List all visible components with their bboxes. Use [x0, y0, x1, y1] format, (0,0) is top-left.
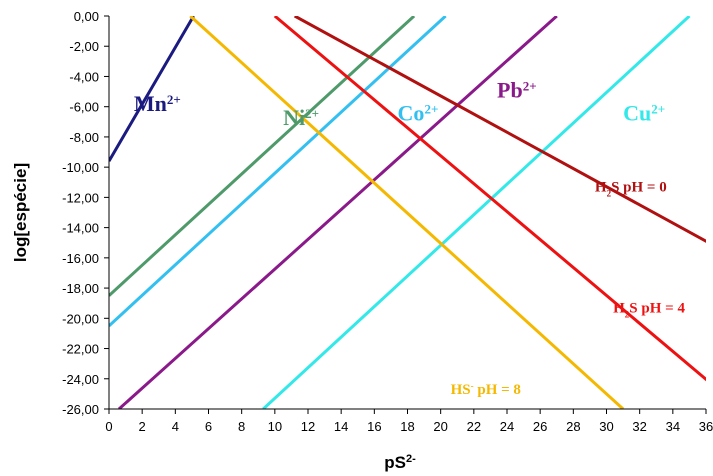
- y-tick-label: -18,00: [62, 281, 99, 296]
- y-tick-label: -14,00: [62, 221, 99, 236]
- series-label-3: Pb2+: [497, 78, 537, 103]
- plot-lines: [109, 16, 706, 409]
- y-tick-label: -12,00: [62, 190, 99, 205]
- x-tick-label: 4: [172, 419, 179, 434]
- x-tick-label: 8: [238, 419, 245, 434]
- x-tick-label: 28: [566, 419, 580, 434]
- series-label-7: HS- pH = 8: [451, 381, 521, 398]
- y-tick-label: -24,00: [62, 372, 99, 387]
- x-tick-label: 34: [666, 419, 680, 434]
- x-axis-title-sup: 2-: [406, 453, 416, 465]
- series-line-7: [189, 16, 625, 409]
- y-tick-label: -4,00: [69, 69, 99, 84]
- x-axis-title: pS2-: [384, 453, 416, 472]
- y-tick-label: -26,00: [62, 402, 99, 417]
- series-line-2: [109, 16, 447, 328]
- x-tick-label: 12: [301, 419, 315, 434]
- y-tick-label: -22,00: [62, 342, 99, 357]
- x-tick-label: 10: [268, 419, 282, 434]
- y-tick-label: -2,00: [69, 39, 99, 54]
- y-tick-label: -10,00: [62, 160, 99, 175]
- series-labels: Mn2+ Ni2+ Co2+ Pb2+ Cu2+ H2S pH = 0 H2S pH = 4…: [134, 78, 686, 398]
- x-tick-labels: 0 2 4 6 8 10 12 14 16 18 20 22 24 26 28 30 32 34 36: [105, 419, 713, 434]
- y-tick-labels: 0,00 -2,00 -4,00 -6,00 -8,00 -10,00 -12,00 -14,…: [62, 9, 99, 417]
- x-tick-label: 20: [433, 419, 447, 434]
- x-tick-label: 6: [205, 419, 212, 434]
- series-label-2: Co2+: [398, 100, 439, 125]
- series-line-0: [109, 16, 195, 162]
- x-tick-label: 24: [500, 419, 514, 434]
- series-line-5: [293, 16, 706, 243]
- y-tick-label: -6,00: [69, 100, 99, 115]
- y-tick-label: -8,00: [69, 130, 99, 145]
- axes: [104, 15, 707, 414]
- x-tick-label: 26: [533, 419, 547, 434]
- series-line-6: [273, 16, 706, 382]
- y-axis-title: log[espécie]: [11, 163, 30, 262]
- series-label-6: H2S pH = 4: [613, 300, 685, 319]
- series-line-1: [109, 16, 416, 297]
- x-tick-label: 18: [400, 419, 414, 434]
- y-tick-label: 0,00: [74, 9, 99, 24]
- series-label-5: H2S pH = 0: [595, 179, 667, 198]
- x-tick-label: 14: [334, 419, 348, 434]
- series-label-0: Mn2+: [134, 91, 181, 116]
- x-tick-label: 2: [139, 419, 146, 434]
- x-tick-label: 0: [105, 419, 112, 434]
- x-tick-label: 30: [599, 419, 613, 434]
- x-tick-label: 22: [467, 419, 481, 434]
- x-tick-label: 32: [632, 419, 646, 434]
- y-tick-label: -20,00: [62, 311, 99, 326]
- x-tick-label: 16: [367, 419, 381, 434]
- series-label-1: Ni2+: [283, 105, 319, 130]
- x-tick-label: 36: [699, 419, 713, 434]
- series-label-4: Cu2+: [623, 100, 665, 125]
- y-tick-label: -16,00: [62, 251, 99, 266]
- series-line-3: [117, 16, 558, 409]
- x-axis-title-text: pS: [384, 453, 406, 472]
- series-line-4: [262, 16, 691, 409]
